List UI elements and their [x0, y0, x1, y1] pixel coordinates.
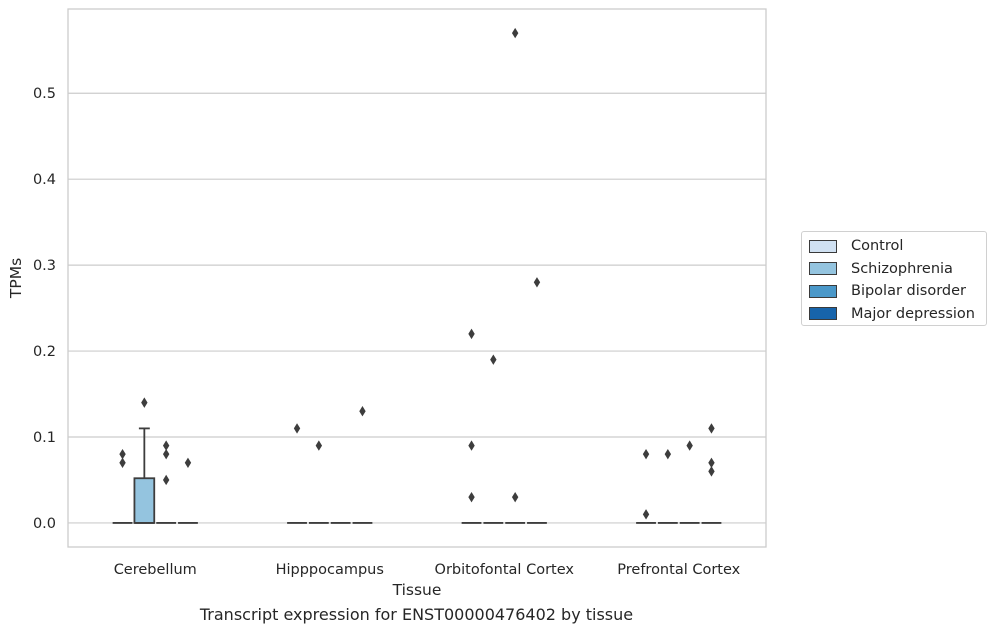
x-tick-label: Prefrontal Cortex — [617, 562, 740, 578]
outlier-point — [468, 328, 475, 340]
x-tick-label: Cerebellum — [114, 562, 197, 578]
y-tick-label: 0.5 — [33, 86, 56, 102]
outlier-point — [162, 440, 170, 451]
box-3-1 — [657, 448, 678, 524]
y-tick-label: 0.4 — [33, 172, 56, 188]
legend-swatch — [809, 239, 837, 253]
box-3-2 — [679, 440, 700, 524]
outlier-point — [664, 448, 672, 460]
box-1-3 — [352, 406, 373, 524]
box-2-1 — [483, 354, 504, 524]
outlier-point — [293, 423, 301, 434]
box-0-0 — [112, 448, 133, 524]
y-axis-ticks: 0.0 0.1 0.2 0.3 0.4 0.5 — [33, 86, 56, 532]
legend-swatch — [809, 284, 837, 298]
outlier-point — [162, 448, 170, 460]
x-tick-label: Orbitofontal Cortex — [435, 562, 575, 578]
y-tick-label: 0.1 — [33, 430, 56, 446]
outlier-point — [708, 423, 715, 434]
legend-item: Control — [809, 237, 903, 255]
outlier-point — [686, 440, 693, 451]
legend-swatch — [809, 262, 837, 275]
y-axis-title: TPMs — [7, 258, 25, 299]
outlier-point — [642, 448, 650, 460]
y-tick-label: 0.3 — [33, 258, 56, 274]
x-axis-ticks: Cerebellum Hipppocampus Orbitofontal Corte… — [114, 562, 741, 578]
outlier-point — [468, 440, 475, 451]
y-tick-label: 0.0 — [33, 516, 56, 532]
box-0-1 — [133, 397, 156, 524]
outlier-point — [468, 491, 475, 503]
legend-item: Major depression — [809, 305, 975, 323]
outlier-point — [708, 457, 715, 468]
outlier-point — [490, 354, 497, 365]
legend-item: Schizophrenia — [809, 260, 953, 278]
outlier-point — [162, 474, 170, 486]
box-3-3 — [701, 423, 722, 524]
legend-item: Bipolar disorder — [809, 282, 966, 300]
box-1-0 — [287, 423, 307, 524]
outlier-point — [119, 448, 126, 460]
chart-caption: Transcript expression for ENST0000047640… — [199, 605, 634, 624]
box-0-3 — [178, 457, 198, 524]
legend-label: Bipolar disorder — [851, 283, 966, 299]
legend-label: Schizophrenia — [851, 260, 953, 277]
outlier-point — [184, 457, 192, 468]
y-tick-label: 0.2 — [33, 344, 56, 360]
outlier-point — [315, 440, 323, 451]
legend: Control Schizophrenia Bipolar disorder Majo… — [801, 231, 987, 326]
box-2-3 — [527, 277, 547, 524]
outlier-point — [511, 491, 519, 503]
outlier-point — [359, 406, 366, 417]
box-series — [112, 27, 722, 524]
box-3-0 — [636, 448, 656, 524]
outlier-point — [533, 277, 541, 288]
legend-swatch — [809, 307, 837, 320]
plot-area-frame — [67, 8, 767, 548]
x-axis-title: Tissue — [392, 581, 442, 599]
box-2-0 — [461, 328, 482, 524]
outlier-point — [119, 457, 126, 468]
box-1-1 — [308, 440, 329, 524]
outlier-point — [708, 466, 715, 477]
outlier-point — [511, 27, 519, 39]
box-rect — [133, 477, 156, 524]
legend-label: Control — [851, 238, 904, 254]
legend-label: Major depression — [851, 305, 975, 322]
grid-lines — [68, 92, 766, 524]
x-tick-label: Hipppocampus — [276, 562, 384, 578]
box-2-2 — [505, 27, 526, 524]
outlier-point — [141, 397, 148, 408]
box-0-2 — [156, 440, 177, 524]
outlier-point — [642, 509, 650, 520]
